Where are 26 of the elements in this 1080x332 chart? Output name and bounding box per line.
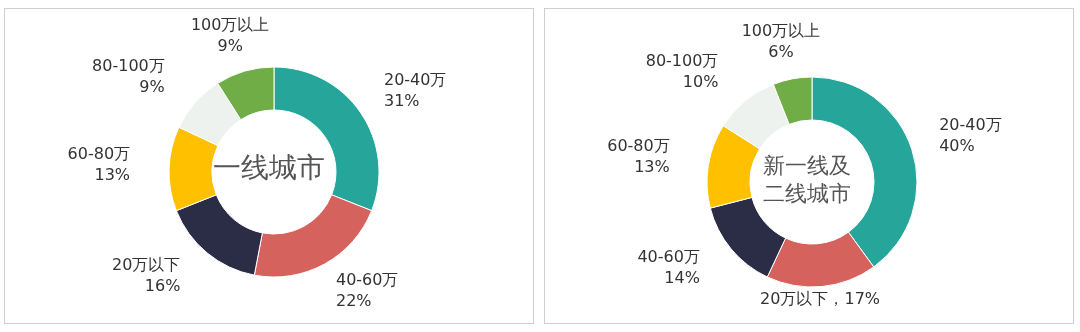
data-label: 13% bbox=[94, 164, 131, 184]
data-label: 16% bbox=[144, 276, 181, 296]
slice-label: 100万以上 bbox=[741, 21, 821, 41]
slice-label: 60-80万 bbox=[67, 143, 131, 163]
data-label: ，17% bbox=[828, 289, 881, 308]
data-label: 9% bbox=[217, 35, 243, 55]
data-label: 9% bbox=[139, 77, 165, 97]
data-label: 31% bbox=[383, 90, 420, 110]
data-label: 6% bbox=[768, 42, 794, 62]
data-label: 22% bbox=[335, 290, 372, 310]
slice-label: 20-40万 bbox=[939, 115, 1002, 135]
slice-label: 60-80万 bbox=[607, 136, 670, 156]
data-label: 40% bbox=[939, 136, 975, 156]
slice-label: 40-60万 bbox=[637, 246, 700, 266]
data-label: 14% bbox=[664, 267, 700, 287]
slice-label: 40-60万 bbox=[335, 269, 399, 289]
slice-label: 80-100万 bbox=[92, 56, 165, 76]
text: 一线城市 bbox=[213, 150, 325, 184]
slice-label: 20-40万 bbox=[383, 69, 447, 89]
slice-label: 100万以上 bbox=[190, 14, 270, 34]
text: 新一线及二线城市 bbox=[763, 153, 851, 206]
slice-label: 20万以下 bbox=[112, 255, 181, 275]
slice-label: 20万以下 bbox=[760, 289, 829, 308]
data-label: 13% bbox=[634, 157, 670, 177]
data-label: 10% bbox=[682, 71, 719, 91]
slice-label: 80-100万 bbox=[645, 50, 719, 70]
